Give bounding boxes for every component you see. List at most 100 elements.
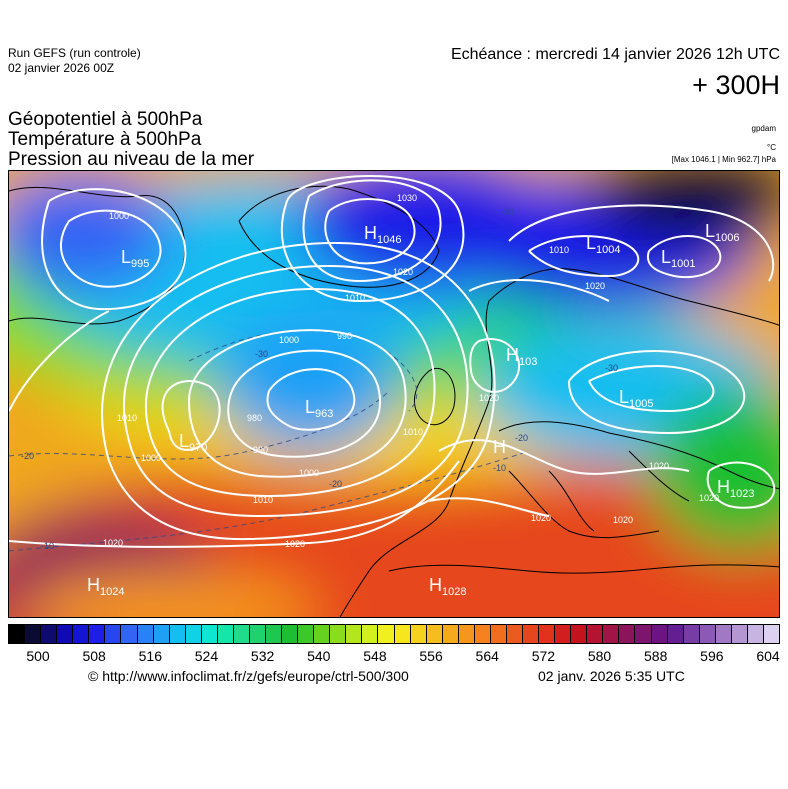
temperature-label: -20: [21, 451, 34, 461]
title-pressure: Pression au niveau de la mer: [8, 149, 255, 170]
pressure-center-high: H1046: [364, 223, 401, 246]
temperature-label: -30: [255, 349, 268, 359]
isobar-label: 1000: [109, 211, 129, 221]
color-swatch: [41, 625, 58, 643]
color-swatch: [571, 625, 588, 643]
isobar-label: 1020: [531, 513, 551, 523]
color-scale-bar: [8, 624, 780, 644]
isobar-label: 1020: [393, 267, 413, 277]
map-titles: Géopotentiel à 500hPa Température à 500h…: [8, 110, 254, 170]
color-scale-ticks: 500 508 516 524 532 540 548 556 564 572 580 588 596 6…: [8, 648, 780, 666]
title-temperature: Température à 500hPa: [8, 129, 202, 150]
isobar-label: 1010: [117, 413, 137, 423]
color-swatch: [523, 625, 540, 643]
color-swatch: [474, 625, 491, 643]
color-swatch: [121, 625, 138, 643]
color-swatch: [266, 625, 283, 643]
color-swatch: [747, 625, 764, 643]
generation-timestamp: 02 janv. 2026 5:35 UTC: [538, 668, 685, 684]
color-swatch: [683, 625, 700, 643]
color-swatch: [426, 625, 443, 643]
color-swatch: [715, 625, 732, 643]
isobars: [9, 175, 776, 548]
temperature-labels: -30 -20 -10 -30 -20 -10 -20 -30: [21, 207, 618, 551]
map-svg: H1046 L995 L1004 L1001 L1006 L963 L970 H…: [9, 171, 779, 617]
pressure-center-high: H1024: [87, 575, 124, 598]
color-scale-tick-label: 572: [531, 648, 556, 664]
max-min-pressure: [Max 1046.1 | Min 962.7] hPa: [671, 155, 776, 164]
color-swatch: [699, 625, 716, 643]
color-scale-tick-label: 604: [756, 648, 780, 664]
unit-geopotential: gpdam: [751, 124, 776, 133]
isotherms: [9, 330, 530, 552]
color-swatch: [330, 625, 347, 643]
color-swatch: [298, 625, 315, 643]
isobar-label: 1000: [141, 453, 161, 463]
color-swatch: [763, 625, 779, 643]
run-name: Run GEFS (run controle): [8, 46, 141, 60]
color-swatch: [458, 625, 475, 643]
color-scale-tick-label: 516: [138, 648, 162, 664]
color-swatch: [346, 625, 363, 643]
color-scale-tick-label: 524: [194, 648, 219, 664]
title-geopotential: Géopotentiel à 500hPa: [8, 109, 203, 130]
color-swatch: [394, 625, 411, 643]
temperature-label: -20: [515, 433, 528, 443]
color-swatch: [9, 625, 26, 643]
isobar-label: 1020: [585, 281, 605, 291]
isobar-label: 1020: [285, 539, 305, 549]
isobar-label: 990: [337, 331, 352, 341]
color-swatch: [410, 625, 427, 643]
unit-temperature: °C: [767, 143, 776, 152]
isobar-label: 990: [253, 445, 268, 455]
isobar-label: 1030: [397, 193, 417, 203]
pressure-center-high: H103: [506, 345, 537, 368]
color-scale-tick-label: 548: [363, 648, 387, 664]
color-scale-tick-label: 580: [587, 648, 612, 664]
color-swatch: [233, 625, 250, 643]
color-swatch: [73, 625, 90, 643]
isobar-label: 1020: [479, 393, 499, 403]
isobar-label: 1010: [345, 293, 365, 303]
weather-map: H1046 L995 L1004 L1001 L1006 L963 L970 H…: [8, 170, 780, 618]
forecast-valid-time: Echéance : mercredi 14 janvier 2026 12h …: [450, 46, 780, 63]
lead-time: + 300H: [692, 70, 780, 100]
color-swatch: [137, 625, 154, 643]
pressure-center-low: L1006: [705, 221, 740, 244]
color-scale-tick-label: 500: [26, 648, 50, 664]
color-scale-tick-label: 540: [307, 648, 331, 664]
isobar-label: 1020: [613, 515, 633, 525]
temperature-label: -30: [501, 207, 514, 217]
pressure-centers: H1046 L995 L1004 L1001 L1006 L963 L970 H…: [87, 221, 754, 598]
color-swatch: [539, 625, 556, 643]
isobar-label: 1000: [299, 468, 319, 478]
color-swatch: [169, 625, 186, 643]
isobar-label: 1010: [253, 495, 273, 505]
pressure-center-low: L995: [121, 247, 149, 270]
source-credit: © http://www.infoclimat.fr/z/gefs/europe…: [88, 668, 409, 684]
color-swatch: [105, 625, 122, 643]
color-swatch: [651, 625, 668, 643]
isobar-label: 1010: [403, 427, 423, 437]
isobar-label: 1020: [103, 538, 123, 548]
temperature-label: -20: [329, 479, 342, 489]
color-swatch: [587, 625, 604, 643]
isobar-labels: 1030 1020 1010 1000 990 980 1000 990 100…: [103, 193, 719, 549]
color-swatch: [185, 625, 202, 643]
color-swatch: [89, 625, 106, 643]
color-swatch: [635, 625, 652, 643]
run-info: Run GEFS (run controle) 02 janvier 2026 …: [8, 46, 141, 76]
pressure-center-low: L963: [305, 397, 333, 420]
color-swatch: [731, 625, 748, 643]
color-swatch: [362, 625, 379, 643]
color-swatch: [490, 625, 507, 643]
geopotential-field: [9, 171, 779, 617]
isobar-label: 1020: [649, 461, 669, 471]
pressure-center-high: H1023: [717, 477, 754, 500]
color-swatch: [217, 625, 234, 643]
temperature-label: -10: [493, 463, 506, 473]
temperature-label: -30: [605, 363, 618, 373]
color-swatch: [153, 625, 170, 643]
pressure-center-high: H1028: [429, 575, 466, 598]
color-swatch: [282, 625, 299, 643]
